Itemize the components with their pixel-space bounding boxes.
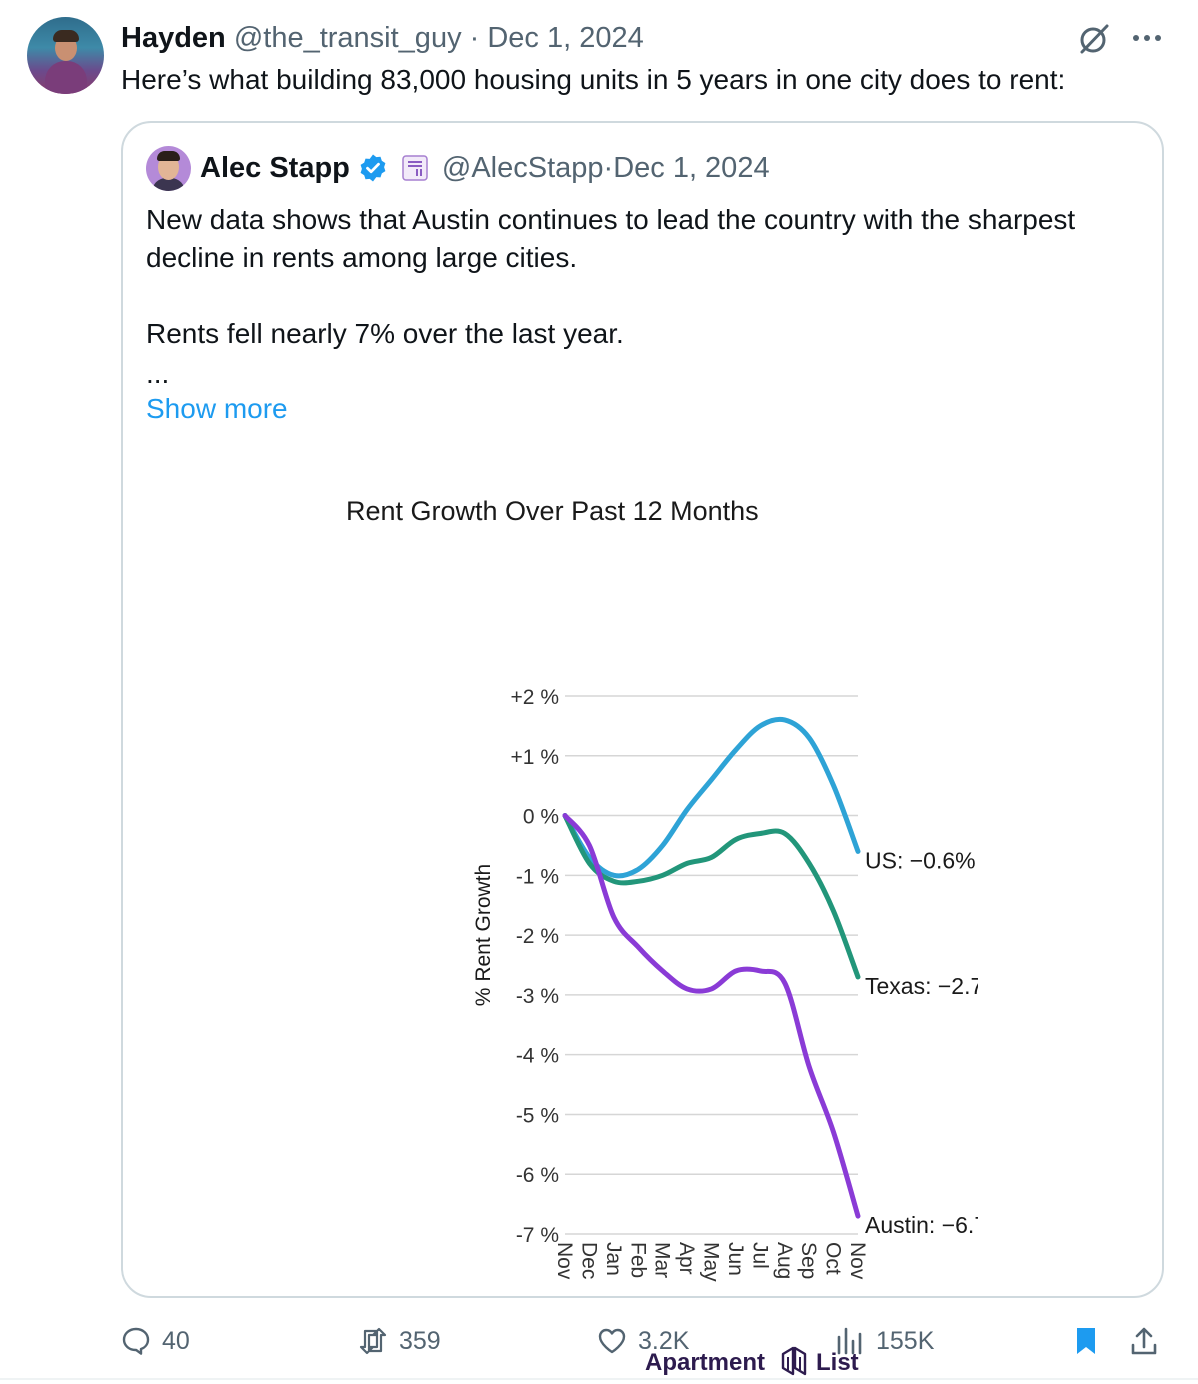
y-tick-label: +1 %: [511, 746, 559, 769]
x-tick-label: Jul: [748, 1242, 771, 1269]
x-tick-label: Aug: [773, 1242, 796, 1279]
author-avatar[interactable]: [27, 17, 104, 94]
quote-author-handle[interactable]: @AlecStapp: [441, 152, 604, 184]
x-tick-label: Sep: [797, 1242, 820, 1279]
quote-separator: ·: [603, 152, 614, 184]
repost-button[interactable]: 359: [357, 1318, 441, 1364]
y-tick-label: -1 %: [516, 865, 559, 888]
logo-mark-icon: [781, 1346, 807, 1376]
views-button[interactable]: 155K: [834, 1318, 934, 1364]
series-label-austin: Austin: −6.7%: [865, 1212, 978, 1238]
like-button[interactable]: 3.2K: [596, 1318, 689, 1364]
chart-y-axis-label: % Rent Growth: [472, 864, 495, 1006]
quote-tweet-card[interactable]: Alec Stapp @AlecStapp · Dec 1, 2024 New …: [121, 121, 1164, 1376]
y-tick-label: -2 %: [516, 925, 559, 948]
views-count: 155K: [876, 1326, 935, 1355]
tweet-action-bar: 40 359 3.2K 155K: [0, 1318, 1198, 1364]
y-tick-label: -7 %: [516, 1224, 559, 1247]
affiliation-badge-icon: [402, 155, 428, 181]
apartment-list-logo: Apartment List: [645, 1346, 859, 1376]
series-line-texas: [562, 813, 861, 980]
grok-icon[interactable]: [1077, 22, 1111, 56]
like-count: 3.2K: [638, 1326, 690, 1355]
x-tick-label: Apr: [675, 1242, 698, 1275]
verified-badge-icon: [360, 154, 386, 182]
bottom-divider: [0, 1378, 1198, 1380]
x-tick-label: May: [700, 1242, 723, 1282]
y-tick-label: -6 %: [516, 1164, 559, 1187]
rent-growth-chart[interactable]: Rent Growth Over Past 12 Months % Rent G…: [338, 478, 978, 1384]
reply-icon: [122, 1327, 150, 1355]
chart-series: [562, 716, 861, 1219]
tweet-text: Here’s what building 83,000 housing unit…: [121, 64, 1066, 95]
quote-text: New data shows that Austin continues to …: [146, 201, 1136, 353]
repost-count: 359: [399, 1326, 441, 1355]
y-tick-label: +2 %: [511, 686, 559, 709]
author-name[interactable]: Hayden: [121, 22, 226, 54]
quote-text-line2: Rents fell nearly 7% over the last year.: [146, 318, 624, 349]
share-icon: [1131, 1327, 1157, 1355]
x-tick-label: Oct: [822, 1242, 845, 1275]
repost-icon: [359, 1327, 387, 1355]
chart-x-ticks: Nov Dec Jan Feb Mar Apr May Jun Jul Aug Sep Oct Nov: [553, 1242, 869, 1282]
quote-ellipsis: ...: [146, 358, 170, 389]
x-tick-label: Feb: [626, 1242, 649, 1278]
logo-text-first: Apartment: [645, 1349, 765, 1376]
quote-header: Alec Stapp @AlecStapp · Dec 1, 2024: [200, 150, 770, 186]
quote-date[interactable]: Dec 1, 2024: [613, 152, 770, 184]
share-button[interactable]: [1128, 1318, 1170, 1364]
series-label-texas: Texas: −2.7%: [865, 973, 978, 999]
x-tick-label: Jun: [724, 1242, 747, 1276]
heart-icon: [598, 1328, 626, 1354]
reply-button[interactable]: 40: [120, 1318, 190, 1364]
chart-svg: Rent Growth Over Past 12 Months % Rent G…: [346, 496, 978, 1376]
y-tick-label: 0 %: [523, 806, 559, 829]
x-tick-label: Dec: [577, 1242, 600, 1279]
quote-text-line1: New data shows that Austin continues to …: [146, 204, 1076, 273]
chart-y-ticks: +2 % +1 % 0 % -1 % -2 % -3 % -4 % -5 % -6 % -7 %: [511, 686, 559, 1247]
author-handle[interactable]: @the_transit_guy: [233, 22, 462, 54]
bookmark-button[interactable]: [1070, 1318, 1112, 1364]
logo-text-second: List: [816, 1349, 859, 1376]
x-tick-label: Nov: [553, 1242, 576, 1280]
tweet-date[interactable]: Dec 1, 2024: [487, 22, 644, 54]
y-tick-label: -5 %: [516, 1104, 559, 1127]
y-tick-label: -3 %: [516, 985, 559, 1008]
views-icon: [837, 1327, 862, 1355]
quote-text-gap: [146, 277, 1136, 315]
header-separator: ·: [461, 22, 488, 54]
x-tick-label: Nov: [846, 1242, 869, 1280]
quote-author-name[interactable]: Alec Stapp: [200, 152, 350, 184]
show-more-link[interactable]: Show more: [146, 393, 288, 424]
y-tick-label: -4 %: [516, 1045, 559, 1068]
tweet-header: Hayden @the_transit_guy · Dec 1, 2024: [121, 20, 644, 56]
series-label-us: US: −0.6%: [865, 847, 976, 873]
quote-author-avatar[interactable]: [146, 146, 191, 191]
reply-count: 40: [162, 1326, 190, 1355]
series-line-austin: [562, 813, 861, 1219]
bookmark-icon: [1077, 1328, 1095, 1354]
x-tick-label: Jan: [602, 1242, 625, 1276]
x-tick-label: Mar: [651, 1242, 674, 1278]
more-options-icon[interactable]: [1130, 26, 1164, 50]
series-line-us: [562, 716, 861, 879]
chart-series-labels: US: −0.6% Texas: −2.7% Austin: −6.7%: [865, 847, 978, 1238]
chart-title: Rent Growth Over Past 12 Months: [346, 496, 759, 526]
